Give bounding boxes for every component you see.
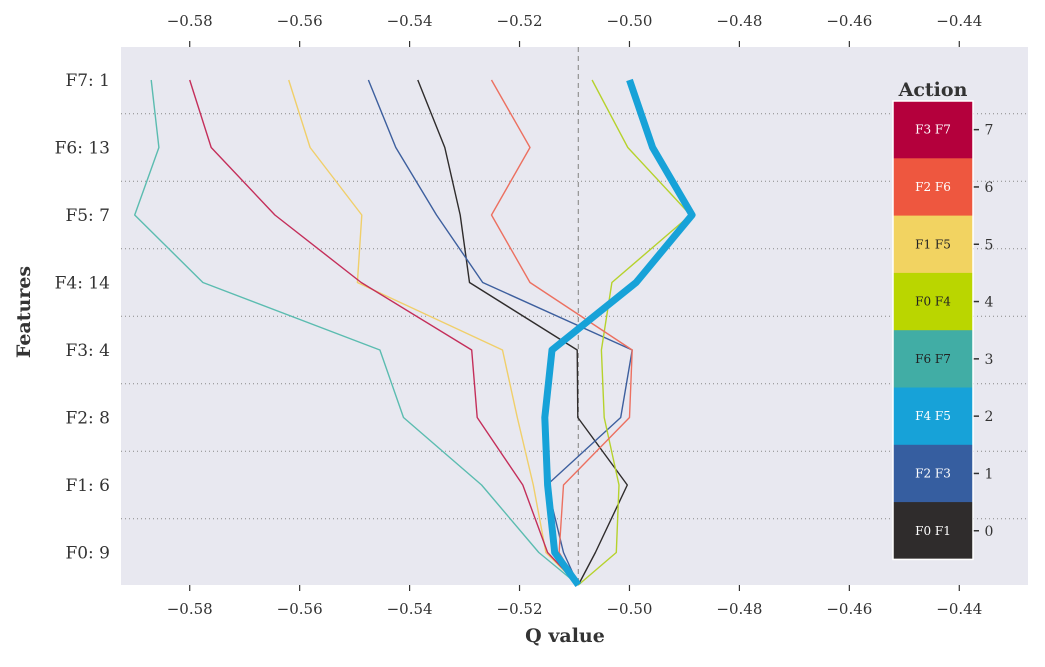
series-line [189, 79, 579, 586]
y-tick-label: F5: 7 [65, 206, 110, 226]
legend-title: Action [898, 79, 968, 101]
x-tick-label: −0.52 [497, 12, 543, 30]
legend-tick-label: 5 [985, 237, 994, 253]
x-tick-label: −0.58 [167, 12, 213, 30]
x-tick-label: −0.54 [387, 12, 433, 30]
series-line [490, 79, 633, 586]
series-line [577, 79, 692, 586]
legend-segment-label: F4 F5 [915, 409, 951, 423]
legend-segment-label: F3 F7 [915, 123, 951, 137]
legend-segment-label: F6 F7 [915, 352, 951, 366]
legend-segment-label: F1 F5 [915, 237, 951, 251]
action-colorbar-legend: Action F3 F7 7 F2 F6 6 F1 F5 5 F0 F4 4 F6 F7 3 F4 … [892, 79, 994, 561]
y-tick-label: F7: 1 [65, 71, 110, 91]
legend-color-segment [893, 502, 973, 560]
x-tick-label: −0.46 [826, 12, 872, 30]
legend-tick-label: 0 [985, 524, 994, 540]
legend-color-segment [893, 215, 973, 274]
legend-color-segment [893, 158, 973, 217]
y-ticks: F0: 9 F1: 6 F2: 8 F3: 4 F4: 14 F5: 7 F6: 13 F7:… [55, 71, 110, 564]
y-tick-label: F3: 4 [65, 341, 110, 361]
series-line [288, 79, 579, 586]
legend-tick-label: 2 [985, 409, 994, 425]
x-tick-label: −0.44 [936, 12, 982, 30]
x-tick-label: −0.52 [497, 600, 543, 618]
legend-color-segment [893, 101, 973, 159]
x-ticks-bottom: −0.58 −0.56 −0.54 −0.52 −0.50 −0.48 −0.46 −0.44 [167, 585, 982, 618]
x-tick-label: −0.46 [826, 600, 872, 618]
x-tick-label: −0.58 [167, 600, 213, 618]
legend-segment-label: F2 F3 [915, 466, 951, 480]
x-ticks-top: −0.58 −0.56 −0.54 −0.52 −0.50 −0.48 −0.46 −0.44 [167, 12, 982, 47]
highlighted-series-line [541, 78, 696, 588]
y-tick-label: F0: 9 [65, 544, 110, 564]
x-tick-label: −0.54 [387, 600, 433, 618]
legend-tick-label: 3 [985, 352, 994, 368]
x-tick-label: −0.50 [606, 12, 652, 30]
y-tick-label: F6: 13 [55, 139, 110, 159]
y-tick-label: F1: 6 [65, 476, 110, 496]
x-tick-label: −0.56 [277, 600, 323, 618]
legend-tick-label: 1 [985, 466, 994, 482]
legend-color-segment [893, 330, 973, 388]
legend-segments: F3 F7 7 F2 F6 6 F1 F5 5 F0 F4 4 F6 F7 3 F4 F5 2 F2 F… [892, 100, 994, 561]
legend-segment-label: F0 F4 [915, 295, 951, 309]
x-tick-label: −0.48 [716, 12, 762, 30]
legend-tick-label: 4 [985, 295, 994, 311]
x-tick-label: −0.50 [606, 600, 652, 618]
legend-color-segment [893, 387, 973, 446]
series-line [417, 79, 628, 586]
y-tick-label: F2: 8 [65, 409, 110, 429]
legend-color-segment [893, 444, 973, 503]
x-tick-label: −0.56 [277, 12, 323, 30]
x-tick-label: −0.48 [716, 600, 762, 618]
y-tick-label: F4: 14 [55, 274, 110, 294]
y-axis-title: Features [13, 266, 35, 358]
x-tick-label: −0.44 [936, 600, 982, 618]
legend-border [892, 100, 974, 561]
series-line [133, 79, 579, 586]
legend-color-segment [893, 272, 973, 331]
legend-segment-label: F2 F6 [915, 180, 951, 194]
legend-tick-label: 6 [985, 180, 994, 196]
legend-segment-label: F0 F1 [915, 524, 951, 538]
plot-background [121, 47, 1028, 585]
x-axis-title: Q value [525, 625, 605, 647]
series-lines [133, 78, 696, 588]
legend-tick-label: 7 [985, 123, 994, 139]
